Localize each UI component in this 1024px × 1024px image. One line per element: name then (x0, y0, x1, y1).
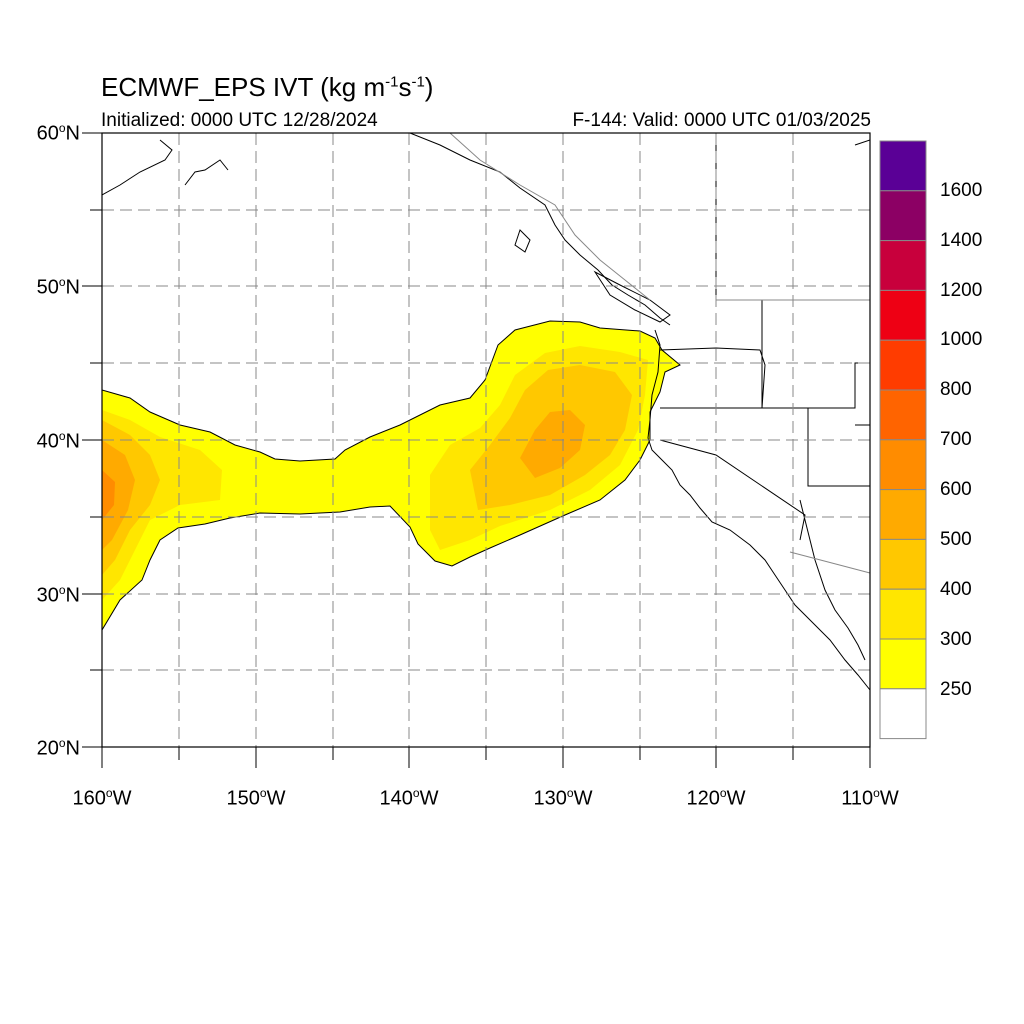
colorbar-swatch (879, 439, 927, 491)
colorbar-swatch (879, 289, 927, 341)
colorbar-label-300: 300 (940, 629, 972, 650)
colorbar-label-500: 500 (940, 529, 972, 550)
colorbar-label-1600: 1600 (940, 180, 983, 201)
colorbar-label-250: 250 (940, 679, 972, 700)
colorbar-label-1000: 1000 (940, 329, 983, 350)
colorbar-swatch (879, 489, 927, 540)
ivt-shading (102, 320, 681, 631)
colorbar-label-600: 600 (940, 479, 972, 500)
colorbar-label-1200: 1200 (940, 280, 983, 301)
lat-label-50n: 50oN (36, 275, 80, 299)
state-borders (659, 133, 870, 541)
coastlines (102, 133, 870, 691)
lon-label-150w: 150oW (226, 786, 286, 810)
colorbar-swatch (879, 140, 927, 192)
lat-label-40n: 40oN (36, 429, 80, 453)
lon-label-130w: 130oW (533, 786, 593, 810)
lon-ticks (101, 747, 871, 768)
lon-label-140w: 140oW (379, 786, 439, 810)
colorbar-swatch (879, 339, 927, 391)
colorbar-swatch (879, 240, 927, 291)
map-title: ECMWF_EPS IVT (kg m-1s-1) (101, 72, 434, 102)
colorbar-swatch (879, 538, 927, 590)
lon-label-120w: 120oW (686, 786, 746, 810)
colorbar-label-1400: 1400 (940, 230, 983, 251)
colorbar-swatch (879, 190, 927, 242)
graticule (102, 133, 870, 747)
initialized-time: Initialized: 0000 UTC 12/28/2024 (101, 110, 378, 131)
colorbar-label-400: 400 (940, 579, 972, 600)
lat-label-60n: 60oN (36, 121, 80, 145)
colorbar-label-700: 700 (940, 429, 972, 450)
colorbar-swatch (879, 588, 927, 640)
colorbar (879, 140, 927, 740)
colorbar-swatch (879, 638, 927, 690)
lon-label-160w: 160oW (72, 786, 132, 810)
colorbar-label-800: 800 (940, 379, 972, 400)
lat-ticks (82, 132, 102, 748)
valid-time: F-144: Valid: 0000 UTC 01/03/2025 (572, 110, 871, 131)
lat-label-30n: 30oN (36, 583, 80, 607)
lon-label-110w: 110oW (841, 786, 899, 810)
colorbar-swatch (879, 688, 927, 740)
colorbar-swatch (879, 389, 927, 441)
lat-label-20n: 20oN (36, 736, 80, 760)
